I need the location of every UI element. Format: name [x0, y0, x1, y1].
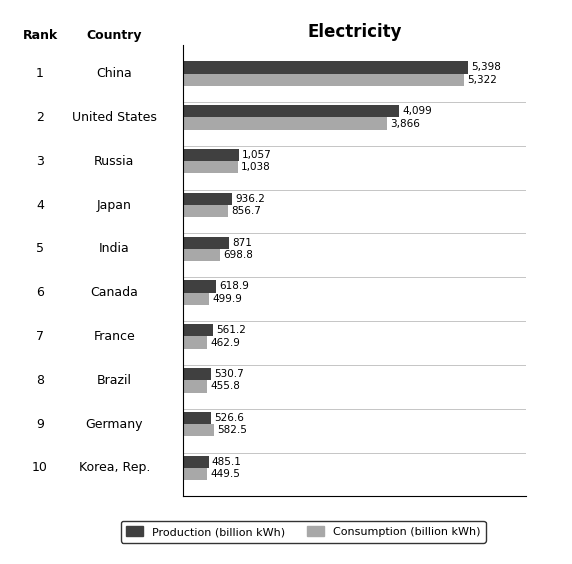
- Bar: [183, 280, 216, 293]
- Text: 1,057: 1,057: [242, 150, 272, 160]
- Bar: [183, 105, 399, 117]
- Text: 1: 1: [36, 67, 44, 80]
- Text: 5,322: 5,322: [467, 74, 497, 85]
- Bar: [183, 412, 211, 424]
- Text: 449.5: 449.5: [210, 469, 240, 479]
- Bar: [183, 117, 387, 130]
- Text: Japan: Japan: [97, 199, 132, 212]
- Bar: [183, 380, 207, 393]
- Bar: [183, 293, 209, 305]
- Bar: [183, 236, 229, 249]
- Bar: [183, 337, 208, 349]
- Text: 561.2: 561.2: [216, 325, 246, 335]
- Bar: [183, 249, 220, 261]
- Text: 3,866: 3,866: [390, 118, 420, 129]
- Text: 3: 3: [36, 155, 44, 168]
- Text: 485.1: 485.1: [212, 457, 242, 467]
- Bar: [183, 149, 239, 161]
- Text: Brazil: Brazil: [97, 374, 132, 387]
- Text: 499.9: 499.9: [213, 294, 243, 304]
- Text: 462.9: 462.9: [210, 338, 240, 347]
- Bar: [183, 61, 468, 73]
- Text: France: France: [94, 330, 135, 343]
- Text: 4: 4: [36, 199, 44, 212]
- Text: Korea, Rep.: Korea, Rep.: [79, 461, 150, 474]
- Text: 698.8: 698.8: [223, 250, 253, 260]
- Text: Canada: Canada: [90, 286, 138, 299]
- Bar: [183, 368, 211, 380]
- Text: 10: 10: [32, 461, 48, 474]
- Text: Country: Country: [86, 29, 142, 42]
- Bar: [183, 73, 464, 86]
- Text: 4,099: 4,099: [403, 106, 432, 116]
- Text: 856.7: 856.7: [232, 206, 261, 216]
- Text: 455.8: 455.8: [210, 381, 240, 391]
- Text: 618.9: 618.9: [219, 281, 249, 292]
- Text: 2: 2: [36, 111, 44, 124]
- Title: Electricity: Electricity: [307, 23, 402, 41]
- Text: 7: 7: [36, 330, 44, 343]
- Bar: [183, 424, 214, 437]
- Text: 5: 5: [36, 243, 44, 255]
- Text: Russia: Russia: [94, 155, 134, 168]
- Text: 1,038: 1,038: [241, 162, 271, 173]
- Text: United States: United States: [72, 111, 157, 124]
- Text: Germany: Germany: [86, 417, 143, 430]
- Text: 936.2: 936.2: [236, 194, 265, 204]
- Bar: [183, 193, 232, 205]
- Bar: [183, 468, 206, 480]
- Text: 8: 8: [36, 374, 44, 387]
- Text: 871: 871: [232, 237, 252, 248]
- Text: 9: 9: [36, 417, 44, 430]
- Bar: [183, 456, 209, 468]
- Legend: Production (billion kWh), Consumption (billion kWh): Production (billion kWh), Consumption (b…: [121, 521, 486, 543]
- Text: China: China: [97, 67, 132, 80]
- Text: 526.6: 526.6: [214, 413, 244, 423]
- Text: 582.5: 582.5: [217, 425, 247, 435]
- Bar: [183, 161, 238, 174]
- Text: 5,398: 5,398: [471, 63, 501, 72]
- Bar: [183, 324, 213, 337]
- Text: 6: 6: [36, 286, 44, 299]
- Bar: [183, 205, 228, 217]
- Text: 530.7: 530.7: [214, 369, 244, 379]
- Text: India: India: [99, 243, 130, 255]
- Text: Rank: Rank: [22, 29, 58, 42]
